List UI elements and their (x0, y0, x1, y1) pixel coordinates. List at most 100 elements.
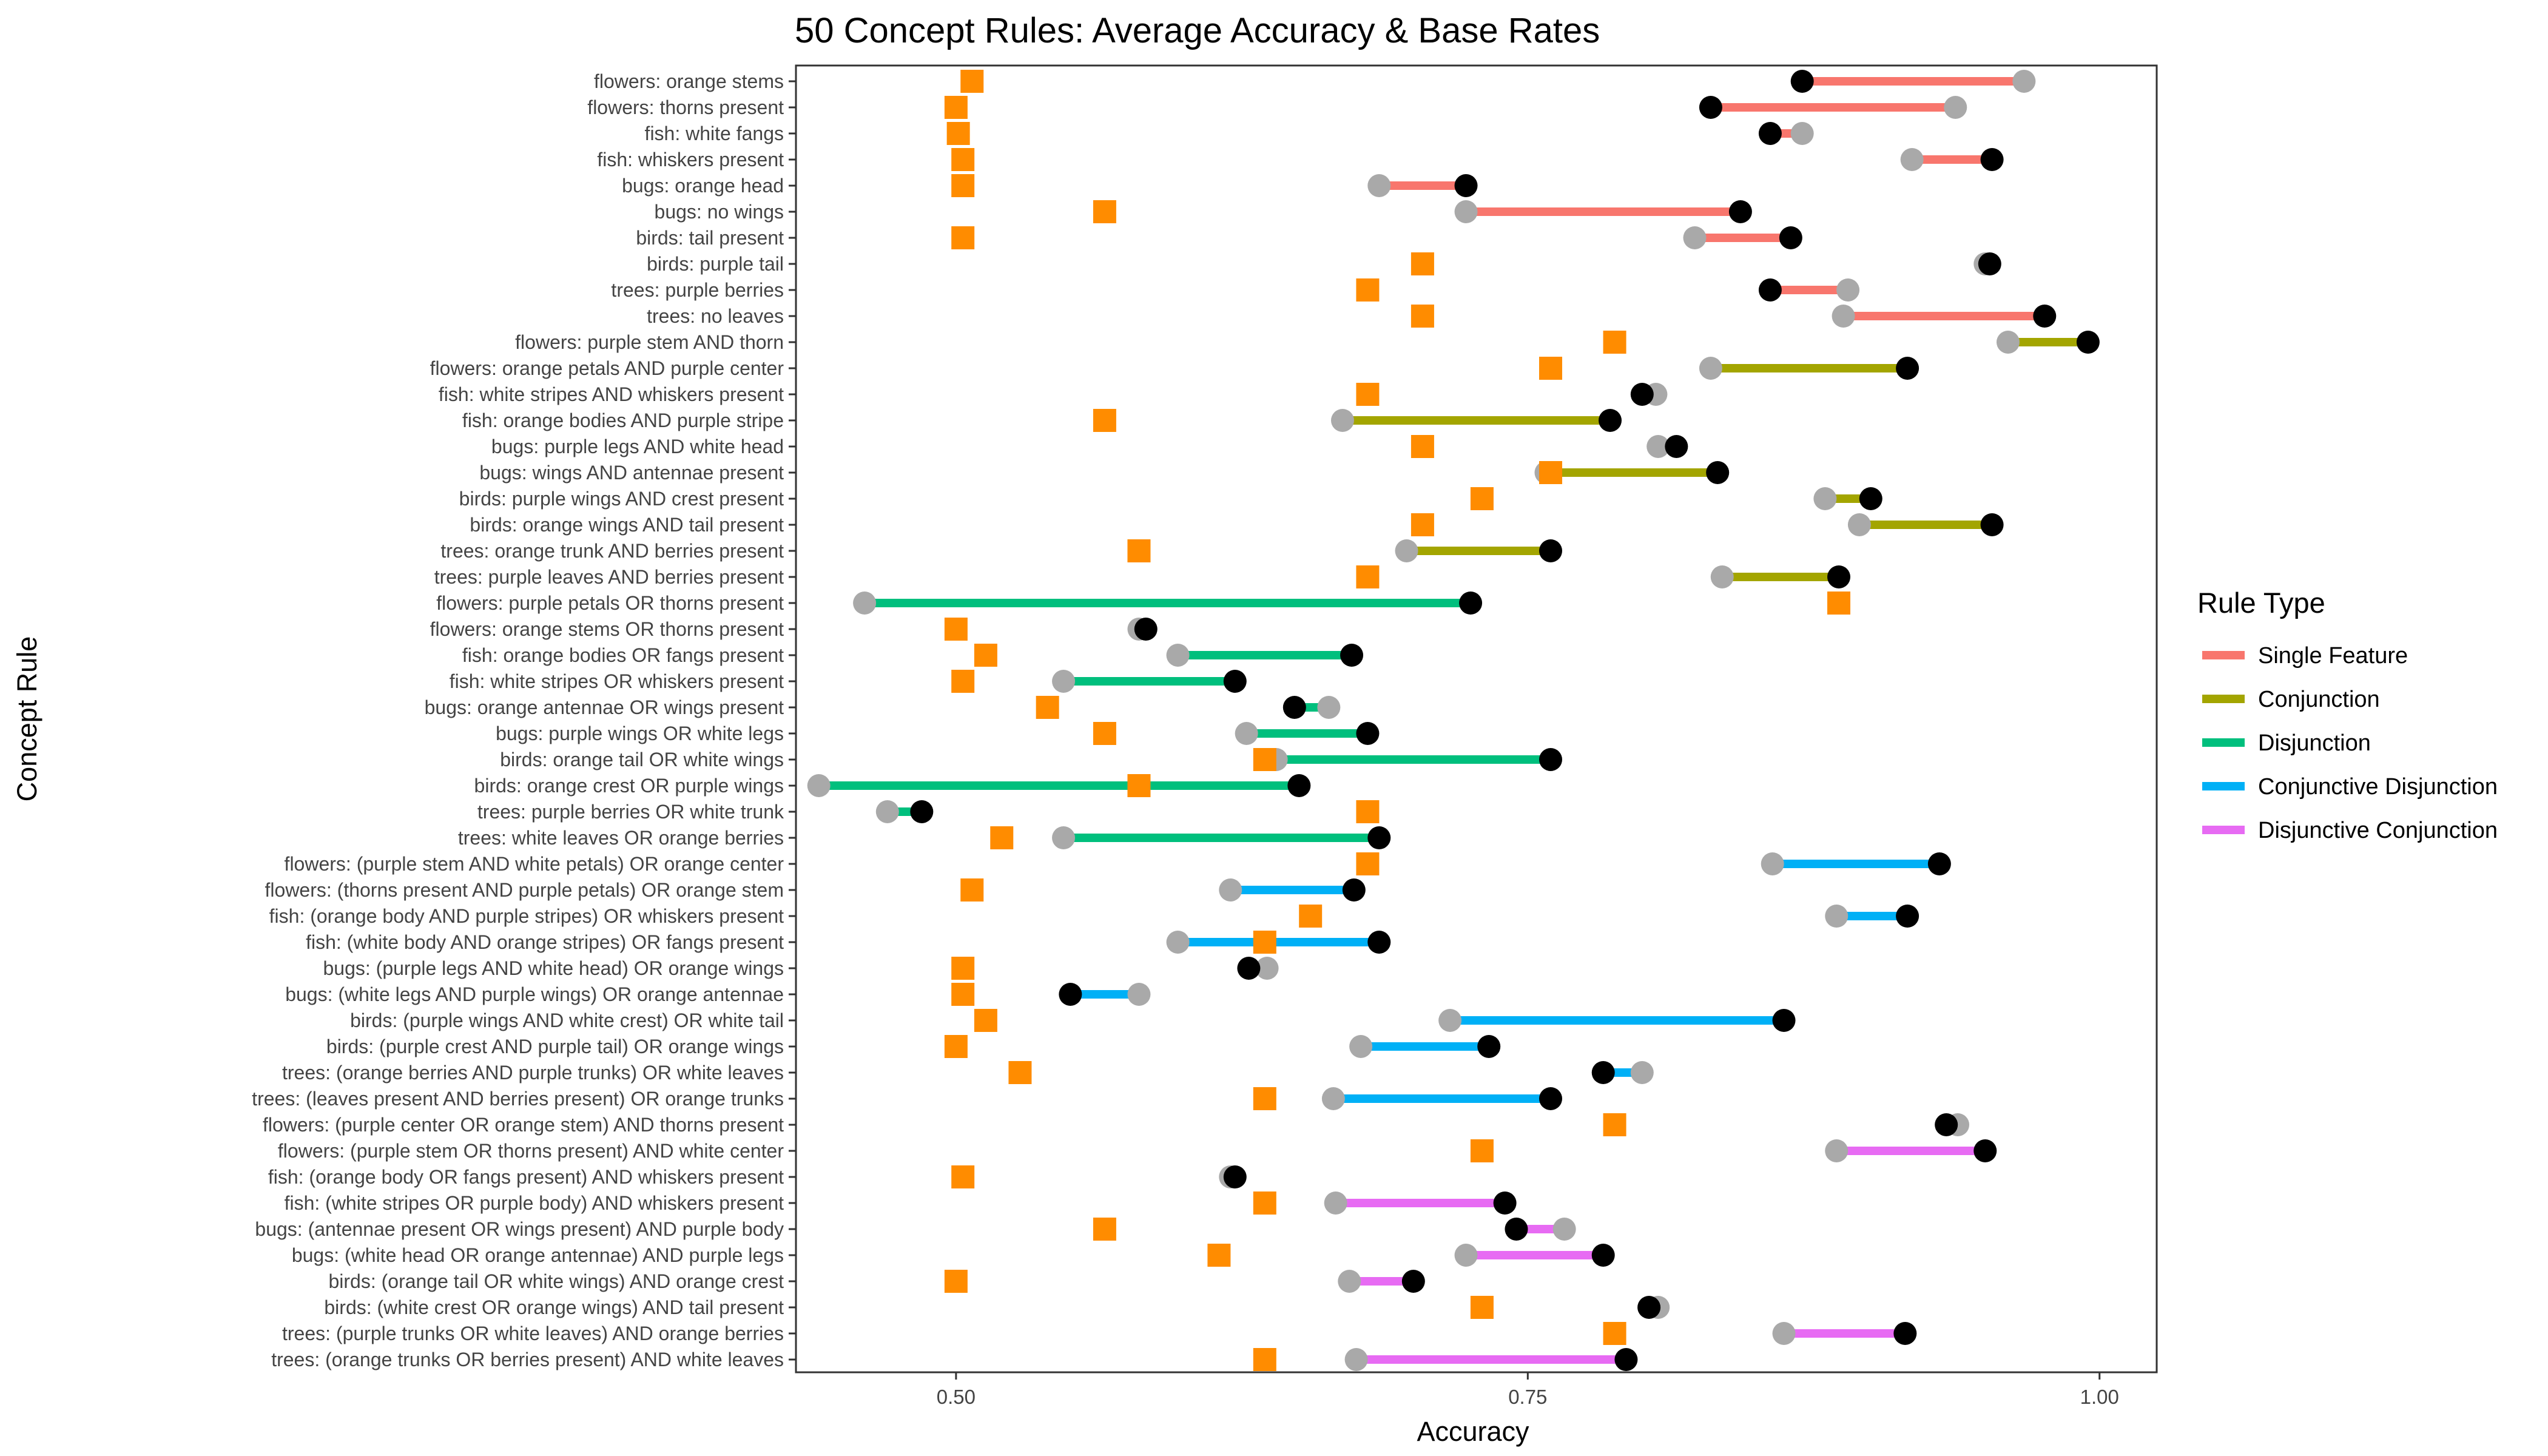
gray-point (1790, 122, 1814, 145)
base-rate-square (946, 122, 970, 145)
base-rate-square (951, 226, 975, 249)
gray-point (1646, 435, 1670, 458)
gray-point (1330, 409, 1354, 432)
concept-rule-label: fish: orange bodies AND purple stripe (462, 410, 784, 431)
gray-point (1338, 1270, 1361, 1293)
base-rate-square (951, 148, 975, 171)
gray-point (1166, 931, 1190, 954)
base-rate-square (1299, 905, 1323, 928)
black-point (1927, 852, 1951, 875)
x-axis-title: Accuracy (1417, 1416, 1529, 1447)
gray-point (1761, 852, 1784, 875)
base-rate-square (1253, 1191, 1276, 1215)
gray-point (1344, 1348, 1368, 1371)
gray-point (1166, 644, 1190, 667)
concept-rule-label: fish: (white stripes OR purple body) AND… (285, 1192, 784, 1214)
base-rate-square (974, 644, 997, 667)
concept-rule-label: birds: (white crest OR orange wings) AND… (324, 1296, 784, 1318)
base-rate-square (951, 957, 975, 980)
black-point (1896, 905, 1919, 928)
gray-point (1832, 305, 1855, 328)
base-rate-square (1356, 800, 1380, 823)
concept-rule-label: bugs: (purple legs AND white head) OR or… (323, 957, 784, 979)
concept-rule-label: bugs: no wings (655, 201, 784, 223)
black-point (1477, 1035, 1501, 1058)
black-point (910, 800, 934, 823)
black-point (1059, 983, 1082, 1006)
black-point (1637, 1296, 1661, 1319)
base-rate-square (944, 618, 968, 641)
base-rate-square (1539, 357, 1563, 380)
black-point (1134, 618, 1158, 641)
base-rate-square (1253, 1348, 1276, 1371)
legend-entry-label: Conjunction (2258, 687, 2380, 712)
base-rate-square (1093, 409, 1116, 432)
concept-rule-label: bugs: (white head OR orange antennae) AN… (292, 1244, 784, 1266)
base-rate-square (1127, 774, 1151, 797)
concept-rule-label: fish: whiskers present (597, 149, 784, 170)
base-rate-square (951, 1165, 975, 1188)
gray-point (1052, 670, 1076, 693)
black-point (1539, 748, 1563, 771)
base-rate-square (1253, 748, 1276, 771)
concept-rule-label: birds: purple wings AND crest present (459, 488, 784, 510)
gray-point (1219, 878, 1242, 902)
base-rate-square (1539, 461, 1563, 484)
black-point (1973, 1139, 1997, 1162)
black-point (1237, 957, 1261, 980)
gray-point (1324, 1191, 1347, 1215)
concept-rule-label: flowers: orange petals AND purple center (430, 357, 784, 379)
base-rate-square (1356, 278, 1380, 302)
base-rate-square (1603, 1322, 1626, 1345)
base-rate-square (1093, 200, 1116, 223)
base-rate-square (1008, 1061, 1032, 1084)
black-point (1282, 696, 1306, 719)
gray-point (1052, 826, 1076, 849)
concept-rule-label: birds: orange wings AND tail present (470, 514, 784, 536)
black-point (1287, 774, 1311, 797)
concept-rule-label: birds: tail present (636, 227, 784, 249)
y-axis-title: Concept Rule (12, 636, 42, 802)
base-rate-square (1207, 1244, 1231, 1267)
base-rate-square (944, 1270, 968, 1293)
concept-rule-label: flowers: (purple stem OR thorns present)… (278, 1140, 784, 1162)
black-point (1539, 1087, 1563, 1110)
base-rate-square (944, 1035, 968, 1058)
gray-point (1395, 539, 1418, 562)
black-point (1356, 722, 1380, 745)
concept-rule-label: birds: (orange tail OR white wings) AND … (328, 1270, 784, 1292)
concept-rule-label: trees: (leaves present AND berries prese… (252, 1088, 784, 1110)
legend-entry-label: Disjunction (2258, 730, 2371, 756)
black-point (1699, 96, 1722, 119)
gray-point (875, 800, 899, 823)
x-tick-label: 1.00 (2080, 1386, 2119, 1408)
base-rate-square (951, 983, 975, 1006)
gray-point (1349, 1035, 1373, 1058)
gray-point (1847, 513, 1871, 536)
black-point (1980, 148, 2004, 171)
base-rate-square (960, 70, 984, 93)
concept-rule-label: bugs: (antennae present OR wings present… (255, 1218, 784, 1240)
concept-rule-label: birds: orange crest OR purple wings (474, 775, 784, 797)
chart-title: 50 Concept Rules: Average Accuracy & Bas… (795, 11, 1600, 50)
gray-point (1367, 174, 1391, 197)
gray-point (1699, 357, 1722, 380)
plot-border (795, 64, 2158, 1373)
black-point (1539, 539, 1563, 562)
base-rate-square (1410, 305, 1434, 328)
black-point (1630, 383, 1654, 406)
gray-point (1454, 200, 1478, 223)
base-rate-square (1356, 565, 1380, 588)
gray-point (1944, 96, 1967, 119)
black-point (1614, 1348, 1638, 1371)
gray-point (1813, 487, 1837, 510)
black-point (1859, 487, 1882, 510)
legend-entry-label: Single Feature (2258, 643, 2408, 669)
concept-rule-label: fish: white fangs (645, 123, 784, 144)
black-point (2076, 331, 2100, 354)
gray-point (1235, 722, 1258, 745)
gray-point (1438, 1009, 1462, 1032)
concept-rule-label: flowers: orange stems OR thorns present (430, 618, 784, 640)
base-rate-square (990, 826, 1014, 849)
concept-rule-label: trees: (purple trunks OR white leaves) A… (282, 1323, 784, 1344)
